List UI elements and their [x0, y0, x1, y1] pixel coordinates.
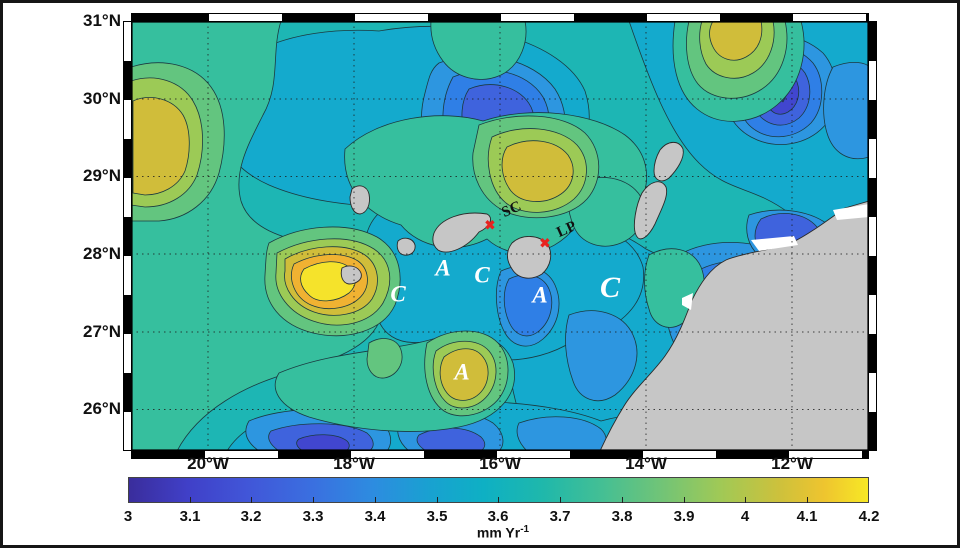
colorbar-tickmark: [437, 497, 438, 503]
colorbar-tick-label: 3.9: [673, 508, 695, 525]
lat-tick: 28°N: [83, 244, 121, 263]
colorbar-tickmark: [251, 497, 252, 503]
colorbar-tickmark: [190, 497, 191, 503]
lon-tick: 14°W: [625, 454, 667, 473]
colorbar-tick-label: 4.1: [796, 508, 818, 525]
eddy-label-anticyclone: A: [454, 359, 470, 385]
colorbar-tickmark: [745, 497, 746, 503]
colorbar-tick-label: 3.6: [487, 508, 509, 525]
colorbar-tickmark: [684, 497, 685, 503]
frame-left: [123, 21, 132, 451]
island-lanzarote: [653, 141, 684, 182]
frame-bottom: [131, 450, 869, 459]
colorbar-tick-label: 3.2: [240, 508, 262, 525]
colorbar-tickmark: [375, 497, 376, 503]
lat-tick: 31°N: [83, 11, 121, 30]
lon-tick: 18°W: [333, 454, 375, 473]
eddy-label-cyclone: C: [390, 281, 406, 307]
colorbar-unit-label: mm Yr-1: [445, 524, 561, 541]
colorbar-tick-label: 4: [740, 508, 750, 525]
frame-right: [868, 21, 877, 451]
eddy-label-cyclone: C: [474, 262, 490, 288]
contour-map-svg: [131, 21, 869, 451]
lon-tick: 20°W: [187, 454, 229, 473]
colorbar-tickmark: [622, 497, 623, 503]
contour-band-green: [131, 21, 805, 451]
colorbar-tick-label: 3.1: [179, 508, 201, 525]
map-area: [131, 21, 869, 451]
colorbar-tick-label: 3: [123, 508, 133, 525]
lat-tick: 30°N: [83, 89, 121, 108]
colorbar-tickmark: [498, 497, 499, 503]
colorbar-unit-exponent: -1: [520, 524, 530, 535]
colorbar-tick-label: 3.5: [426, 508, 448, 525]
colorbar-tick-label: 3.4: [364, 508, 386, 525]
nodata-gap: [833, 204, 869, 220]
nodata-gap: [751, 236, 798, 251]
eddy-label-cyclone: C: [599, 270, 621, 304]
lat-tick: 26°N: [83, 399, 121, 418]
colorbar-tick-label: 3.3: [302, 508, 324, 525]
island-la-palma: [349, 185, 370, 215]
eddy-label-anticyclone: A: [532, 282, 548, 308]
colorbar-tickmark: [807, 497, 808, 503]
island-tenerife: [432, 212, 491, 253]
island-el-hierro: [340, 265, 362, 285]
island-gran-canaria: [507, 236, 552, 279]
colorbar-tick-label: 3.8: [611, 508, 633, 525]
island-la-gomera: [396, 237, 416, 256]
colorbar-tickmark: [313, 497, 314, 503]
lat-tick: 29°N: [83, 166, 121, 185]
colorbar-unit-base: mm Yr: [476, 524, 521, 541]
graticule: [131, 21, 869, 451]
land-masses: [340, 141, 869, 451]
colorbar-tick-label: 4.2: [858, 508, 880, 525]
station-marker-icon: ✖: [539, 235, 551, 251]
lat-tick: 27°N: [83, 322, 121, 341]
colorbar-tickmark: [560, 497, 561, 503]
nodata-gap: [682, 293, 693, 310]
lon-tick: 12°W: [771, 454, 813, 473]
colorbar-tick-label: 3.7: [549, 508, 571, 525]
eddy-label-anticyclone: A: [435, 255, 451, 281]
lon-tick: 16°W: [479, 454, 521, 473]
island-fuerteventura: [633, 181, 668, 240]
station-marker-icon: ✖: [484, 217, 496, 233]
frame-top: [131, 13, 869, 22]
